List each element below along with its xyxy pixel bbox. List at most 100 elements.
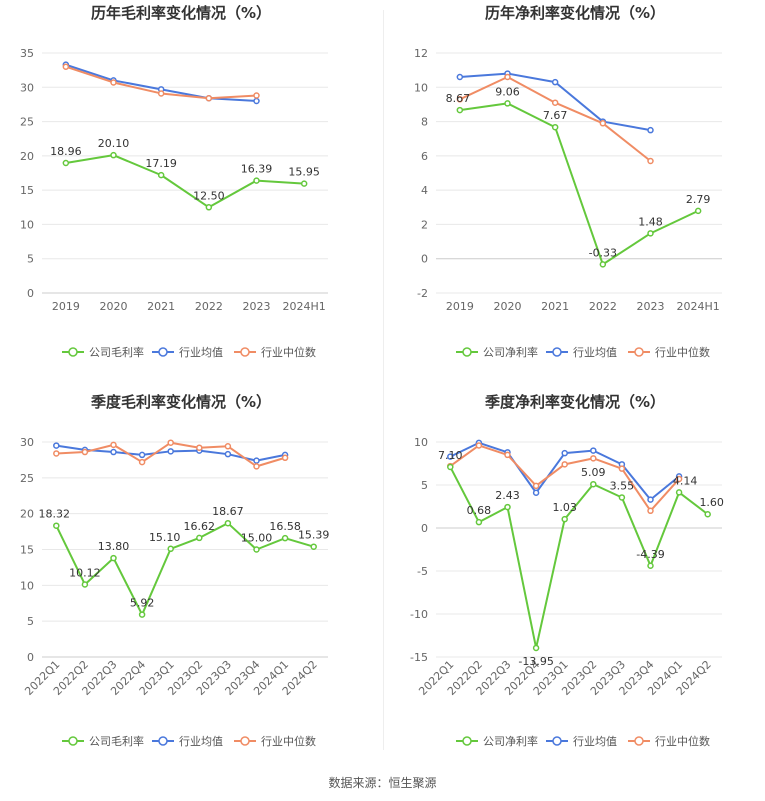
series-line-company — [65, 154, 305, 209]
y-tick-label: 4 — [421, 184, 428, 197]
data-point-median — [561, 461, 568, 468]
data-point-avg — [456, 73, 464, 81]
data-point-company — [475, 518, 483, 526]
data-point-company — [157, 171, 165, 179]
data-point-avg — [110, 448, 117, 456]
data-label: 18.32 — [39, 508, 71, 521]
data-label: 18.67 — [212, 505, 244, 518]
data-point-company — [110, 151, 117, 159]
data-point-avg — [253, 97, 260, 105]
data-point-median — [456, 96, 464, 103]
data-point-median — [551, 99, 559, 106]
data-label: 7.67 — [543, 109, 568, 122]
legend-swatch-marker — [552, 736, 562, 746]
data-label: 3.55 — [610, 479, 635, 492]
data-point-median — [475, 442, 483, 449]
panel-divider — [383, 10, 384, 750]
data-point-company — [504, 503, 511, 511]
data-point-median — [675, 475, 683, 483]
data-point-company — [53, 522, 60, 529]
data-label: 15.95 — [288, 166, 320, 179]
chart-panel-2: 历年净利率变化情况（%） -2 0 2 4 6 8 10 12 2019 2020 2021 2022 2… — [414, 4, 722, 359]
data-label: 18.96 — [50, 145, 82, 158]
y-tick-label: 0 — [27, 651, 34, 664]
y-tick-label: 20 — [20, 508, 34, 521]
data-point-company — [447, 463, 454, 471]
data-point-company — [694, 207, 702, 215]
data-label: 12.50 — [193, 189, 225, 202]
data-point-company — [253, 177, 260, 184]
data-point-avg — [447, 453, 454, 460]
data-point-company — [224, 519, 232, 527]
legend-swatch-marker — [634, 347, 644, 357]
data-label: 15.00 — [241, 532, 273, 545]
data-point-avg — [532, 489, 540, 496]
y-tick-label: 20 — [20, 150, 34, 163]
data-point-median — [504, 451, 511, 459]
series-line-company — [459, 102, 699, 266]
data-label: 0.68 — [467, 504, 492, 517]
data-point-avg — [551, 78, 559, 86]
data-label: 1.48 — [638, 215, 663, 228]
data-point-avg — [167, 448, 174, 455]
x-tick-label: 2021 — [147, 300, 175, 313]
legend-entry: 公司净利率 — [483, 345, 538, 359]
data-point-median — [53, 450, 60, 457]
series-line-company — [449, 466, 709, 649]
x-tick-label: 2023 — [243, 300, 271, 313]
data-point-median — [599, 120, 607, 127]
legend-entry: 公司毛利率 — [89, 345, 144, 359]
data-point-avg — [224, 450, 232, 458]
legend-entry: 行业均值 — [573, 346, 617, 359]
data-label: 4.14 — [673, 474, 698, 487]
data-point-company — [62, 159, 70, 167]
data-label: 16.58 — [269, 520, 301, 533]
data-point-median — [504, 73, 511, 81]
x-tick-label: 2019 — [52, 300, 80, 313]
x-tick-label: 2020 — [100, 300, 128, 313]
legend-swatch-marker — [462, 347, 472, 357]
data-point-avg — [647, 496, 654, 503]
legend-swatch-marker — [240, 736, 250, 746]
data-point-median — [532, 482, 540, 490]
x-tick-label: 2022 — [195, 300, 223, 313]
data-point-company — [618, 494, 626, 501]
data-point-avg — [561, 449, 568, 457]
data-label: 1.03 — [552, 501, 577, 514]
y-tick-label: -15 — [410, 651, 428, 664]
data-label: 13.80 — [98, 540, 130, 553]
data-point-company — [647, 230, 654, 237]
data-point-median — [281, 454, 289, 462]
data-point-median — [224, 443, 232, 450]
data-point-median — [167, 439, 174, 446]
data-label: 5.92 — [130, 597, 155, 610]
data-point-company — [110, 554, 117, 562]
data-point-median — [647, 157, 654, 165]
data-point-company — [81, 581, 89, 588]
data-label: -13.95 — [518, 655, 553, 668]
legend-entry: 行业中位数 — [261, 345, 316, 359]
data-point-company — [675, 489, 683, 496]
data-point-median — [138, 458, 146, 466]
data-point-median — [196, 444, 203, 451]
y-tick-label: -10 — [410, 608, 428, 621]
data-label: 16.62 — [184, 520, 216, 533]
x-tick-label: 2021 — [541, 300, 569, 313]
legend-entry: 行业中位数 — [655, 734, 710, 748]
legend-swatch-marker — [68, 347, 78, 357]
series-line-company — [55, 522, 314, 616]
y-tick-label: 5 — [27, 253, 34, 266]
data-point-company — [310, 543, 317, 550]
y-tick-label: 15 — [20, 544, 34, 557]
chart-panel-4: 季度净利率变化情况（%）-15-10-505102022Q12022Q22022… — [410, 393, 724, 748]
legend-swatch-marker — [68, 736, 78, 746]
data-point-company — [196, 534, 203, 542]
data-point-median — [253, 463, 260, 470]
x-tick-label: 2022 — [589, 300, 617, 313]
y-tick-label: -5 — [417, 565, 428, 578]
y-tick-label: 30 — [20, 81, 34, 94]
data-point-company — [456, 106, 464, 114]
data-label: 9.06 — [495, 85, 520, 98]
data-label: 15.39 — [298, 529, 330, 542]
legend-entry: 公司毛利率 — [89, 734, 144, 748]
